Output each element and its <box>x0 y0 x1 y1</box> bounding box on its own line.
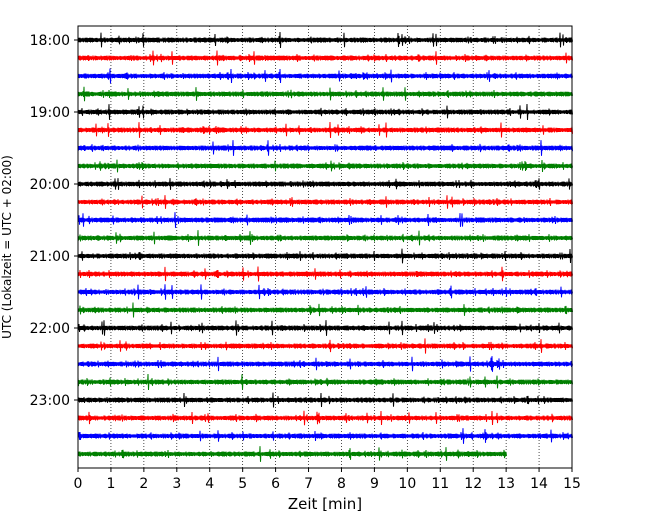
seismic-trace-2130 <box>77 284 573 300</box>
x-tick-label: 14 <box>530 476 548 492</box>
x-tick-label: 4 <box>205 476 214 492</box>
seismic-trace-2300 <box>77 392 573 408</box>
seismic-trace-1945 <box>77 159 573 173</box>
seismic-trace-1845 <box>77 86 573 102</box>
seismic-trace-2315 <box>77 410 573 426</box>
seismic-trace-1800 <box>77 31 573 49</box>
x-tick-label: 7 <box>304 476 313 492</box>
x-tick-label: 11 <box>431 476 449 492</box>
x-tick-label: 5 <box>238 476 247 492</box>
y-tick-label: 19:00 <box>30 105 70 121</box>
seismic-trace-2045 <box>77 230 573 246</box>
seismic-trace-2200 <box>77 320 573 336</box>
trace-layer <box>77 31 573 462</box>
seismic-trace-2345 <box>77 446 507 462</box>
y-axis-title: UTC (Lokalzeit = UTC + 02:00) <box>0 155 14 339</box>
x-tick-label: 13 <box>497 476 515 492</box>
y-tick-label: 20:00 <box>30 177 70 193</box>
x-tick-label: 9 <box>370 476 379 492</box>
x-tick-label: 10 <box>398 476 416 492</box>
seismic-trace-1915 <box>77 121 573 139</box>
seismic-trace-1930 <box>77 140 573 156</box>
x-tick-label: 0 <box>74 476 83 492</box>
x-axis: 0 1 2 3 4 5 6 7 8 9 10 11 12 13 14 15 <box>74 468 581 492</box>
x-tick-label: 2 <box>139 476 148 492</box>
seismic-trace-2015 <box>77 195 573 209</box>
y-tick-label: 22:00 <box>30 321 70 337</box>
seismic-trace-2215 <box>77 338 573 354</box>
seismic-trace-2030 <box>77 212 573 228</box>
seismic-trace-1815 <box>77 50 573 66</box>
plot-frame <box>77 25 573 469</box>
seismic-trace-2115 <box>77 266 573 282</box>
y-axis: 18:00 19:00 20:00 21:00 22:00 23:00 <box>30 33 78 409</box>
x-tick-label: 15 <box>563 476 581 492</box>
seismic-trace-2245 <box>77 373 573 391</box>
x-tick-label: 8 <box>337 476 346 492</box>
seismic-trace-2000 <box>77 178 573 190</box>
x-axis-title: Zeit [min] <box>288 495 362 513</box>
seismic-trace-2330 <box>77 428 573 444</box>
x-tick-label: 6 <box>271 476 280 492</box>
seismic-trace-2230 <box>77 356 573 372</box>
x-tick-label: 3 <box>172 476 181 492</box>
x-tick-label: 1 <box>106 476 115 492</box>
seismic-trace-2100 <box>77 248 573 264</box>
seismic-trace-1900 <box>77 103 573 121</box>
y-tick-label: 21:00 <box>30 249 70 265</box>
seismic-trace-2145 <box>77 302 573 318</box>
y-tick-label: 18:00 <box>30 33 70 49</box>
y-tick-label: 23:00 <box>30 393 70 409</box>
seismic-trace-1830 <box>77 68 573 84</box>
x-tick-label: 12 <box>464 476 482 492</box>
